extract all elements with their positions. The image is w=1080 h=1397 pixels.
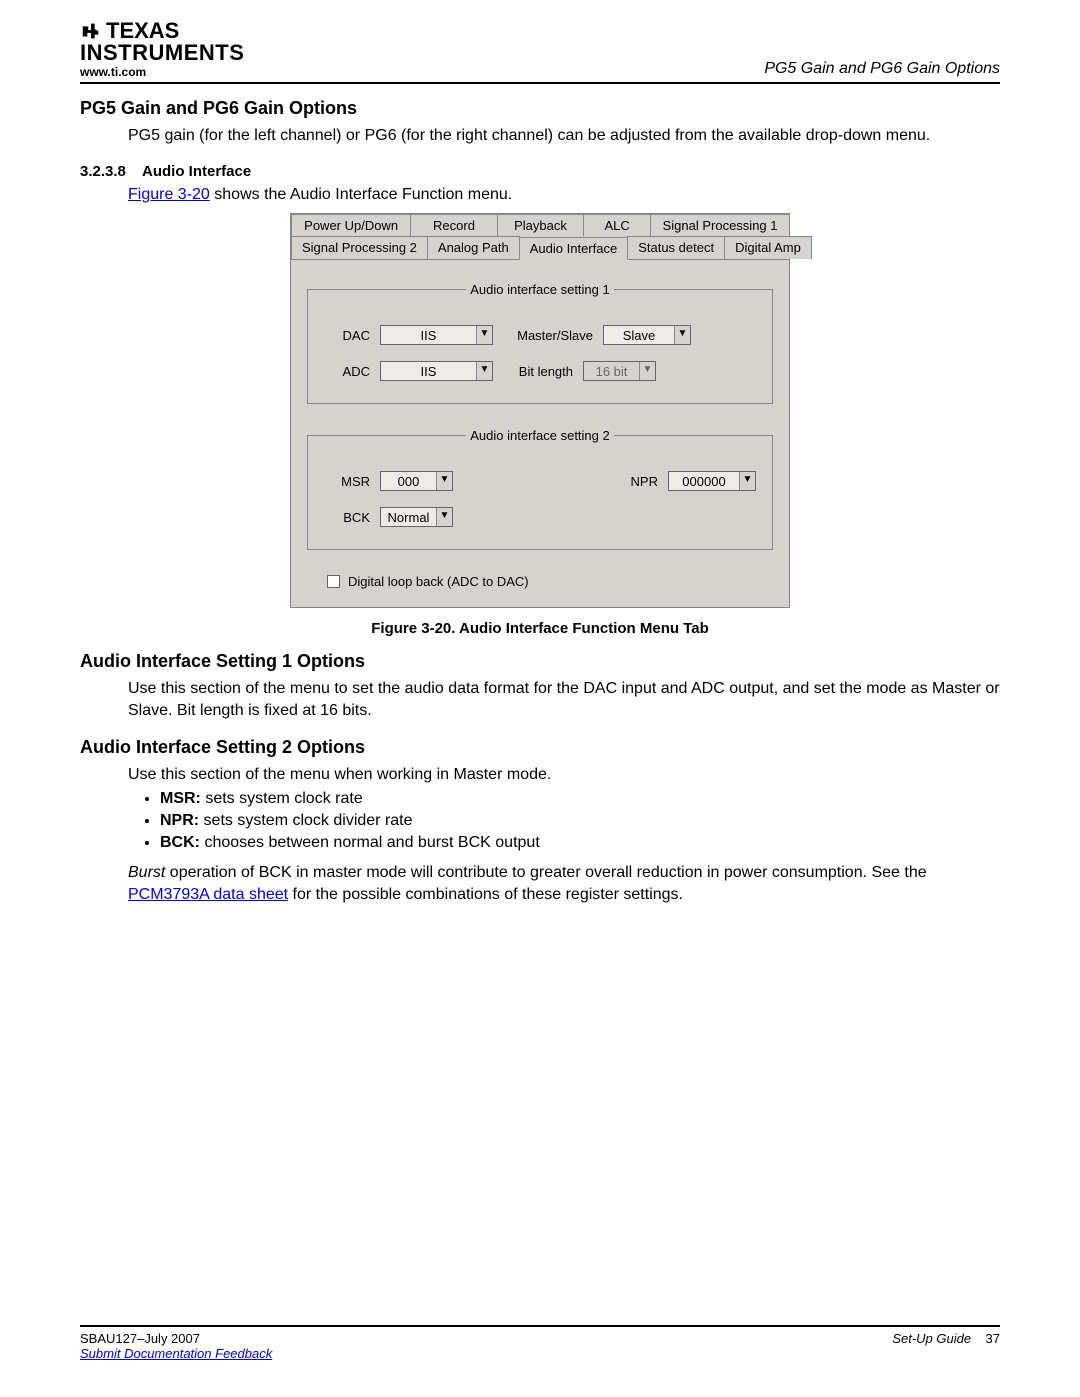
bck-label: BCK: [324, 510, 370, 525]
ais2-intro: Use this section of the menu when workin…: [128, 764, 1000, 786]
msr-text: sets system clock rate: [201, 790, 363, 807]
tab-sp1[interactable]: Signal Processing 1: [650, 214, 790, 236]
group-ais1-legend: Audio interface setting 1: [466, 282, 613, 297]
msr-bold: MSR:: [160, 790, 201, 807]
logo-line1: TEXAS: [106, 20, 179, 42]
ais1-body: Use this section of the menu to set the …: [128, 678, 1000, 721]
ms-label: Master/Slave: [503, 328, 593, 343]
figure-caption: Figure 3-20. Audio Interface Function Me…: [80, 620, 1000, 637]
npr-dropdown[interactable]: 000000▼: [668, 471, 756, 491]
header-section-title: PG5 Gain and PG6 Gain Options: [764, 60, 1000, 78]
dac-dropdown[interactable]: IIS▼: [380, 325, 493, 345]
tab-digamp[interactable]: Digital Amp: [724, 236, 812, 259]
list-item: MSR: sets system clock rate: [160, 790, 1000, 808]
dac-value: IIS: [381, 328, 476, 343]
burst-italic: Burst: [128, 864, 165, 881]
section-title: Audio Interface: [142, 163, 251, 180]
ti-chip-icon: [80, 20, 102, 42]
tab-audio-interface[interactable]: Audio Interface: [519, 237, 628, 260]
bck-bold: BCK:: [160, 834, 200, 851]
burst-paragraph: Burst operation of BCK in master mode wi…: [128, 862, 1000, 905]
tab-row-2: Signal Processing 2 Analog Path Audio In…: [291, 236, 789, 259]
chevron-down-icon: ▼: [436, 472, 452, 490]
bl-label: Bit length: [503, 364, 573, 379]
ti-logo: TEXAS INSTRUMENTS www.ti.com: [80, 20, 244, 78]
section-number: 3.2.3.8: [80, 163, 126, 180]
npr-value: 000000: [669, 474, 739, 489]
tab-alc[interactable]: ALC: [583, 214, 651, 236]
group-ais2-legend: Audio interface setting 2: [466, 428, 613, 443]
tab-row-1: Power Up/Down Record Playback ALC Signal…: [291, 214, 789, 236]
figure-3-20: Power Up/Down Record Playback ALC Signal…: [80, 213, 1000, 608]
ais1-title: Audio Interface Setting 1 Options: [80, 651, 1000, 672]
tab-record[interactable]: Record: [410, 214, 498, 236]
npr-text: sets system clock divider rate: [199, 812, 412, 829]
loopback-label: Digital loop back (ADC to DAC): [348, 574, 529, 589]
list-item: NPR: sets system clock divider rate: [160, 812, 1000, 830]
tab-power[interactable]: Power Up/Down: [291, 214, 411, 236]
chevron-down-icon: ▼: [674, 326, 690, 344]
panel-body: Audio interface setting 1 DAC IIS▼ Maste…: [291, 259, 789, 607]
section-pg5-body: PG5 gain (for the left channel) or PG6 (…: [128, 125, 1000, 147]
logo-line2: INSTRUMENTS: [80, 42, 244, 64]
guide-label: Set-Up Guide: [892, 1331, 971, 1346]
section-pg5-title: PG5 Gain and PG6 Gain Options: [80, 98, 1000, 119]
section-3238-body: Figure 3-20 shows the Audio Interface Fu…: [128, 184, 1000, 206]
chevron-down-icon: ▼: [639, 362, 655, 380]
group-ais1: Audio interface setting 1 DAC IIS▼ Maste…: [307, 282, 773, 404]
bck-dropdown[interactable]: Normal▼: [380, 507, 453, 527]
page-number: 37: [986, 1331, 1000, 1346]
tab-rows: Power Up/Down Record Playback ALC Signal…: [291, 214, 789, 259]
group-ais2: Audio interface setting 2 MSR 000▼ NPR 0…: [307, 428, 773, 550]
msr-dropdown[interactable]: 000▼: [380, 471, 453, 491]
figure-ref-post: shows the Audio Interface Function menu.: [210, 186, 512, 203]
adc-value: IIS: [381, 364, 476, 379]
tab-analog[interactable]: Analog Path: [427, 236, 520, 259]
tab-status[interactable]: Status detect: [627, 236, 725, 259]
page-footer: SBAU127–July 2007 Submit Documentation F…: [80, 1325, 1000, 1361]
chevron-down-icon: ▼: [476, 362, 492, 380]
loopback-checkbox[interactable]: [327, 575, 340, 588]
audio-interface-panel: Power Up/Down Record Playback ALC Signal…: [290, 213, 790, 608]
tab-playback[interactable]: Playback: [497, 214, 585, 236]
list-item: BCK: chooses between normal and burst BC…: [160, 834, 1000, 852]
section-3238-heading: 3.2.3.8 Audio Interface: [80, 163, 1000, 180]
msr-label: MSR: [324, 474, 370, 489]
adc-dropdown[interactable]: IIS▼: [380, 361, 493, 381]
figure-ref-link[interactable]: Figure 3-20: [128, 186, 210, 203]
datasheet-link[interactable]: PCM3793A data sheet: [128, 886, 288, 903]
footer-left: SBAU127–July 2007 Submit Documentation F…: [80, 1331, 272, 1361]
msr-value: 000: [381, 474, 436, 489]
ais2-bullets: MSR: sets system clock rate NPR: sets sy…: [160, 790, 1000, 852]
bl-dropdown: 16 bit▼: [583, 361, 656, 381]
adc-label: ADC: [324, 364, 370, 379]
tab-sp2[interactable]: Signal Processing 2: [291, 236, 428, 259]
chevron-down-icon: ▼: [436, 508, 452, 526]
burst-mid: operation of BCK in master mode will con…: [165, 864, 926, 881]
ais2-title: Audio Interface Setting 2 Options: [80, 737, 1000, 758]
feedback-link[interactable]: Submit Documentation Feedback: [80, 1346, 272, 1361]
doc-id: SBAU127–July 2007: [80, 1331, 272, 1346]
footer-right: Set-Up Guide 37: [892, 1331, 1000, 1361]
chevron-down-icon: ▼: [739, 472, 755, 490]
npr-bold: NPR:: [160, 812, 199, 829]
npr-label: NPR: [618, 474, 658, 489]
chevron-down-icon: ▼: [476, 326, 492, 344]
ms-value: Slave: [604, 328, 674, 343]
dac-label: DAC: [324, 328, 370, 343]
loopback-row: Digital loop back (ADC to DAC): [327, 574, 773, 589]
bl-value: 16 bit: [584, 364, 639, 379]
bck-value: Normal: [381, 510, 436, 525]
bck-text: chooses between normal and burst BCK out…: [200, 834, 540, 851]
logo-url: www.ti.com: [80, 66, 244, 78]
ms-dropdown[interactable]: Slave▼: [603, 325, 691, 345]
burst-post: for the possible combinations of these r…: [288, 886, 683, 903]
page-header: TEXAS INSTRUMENTS www.ti.com PG5 Gain an…: [80, 20, 1000, 84]
